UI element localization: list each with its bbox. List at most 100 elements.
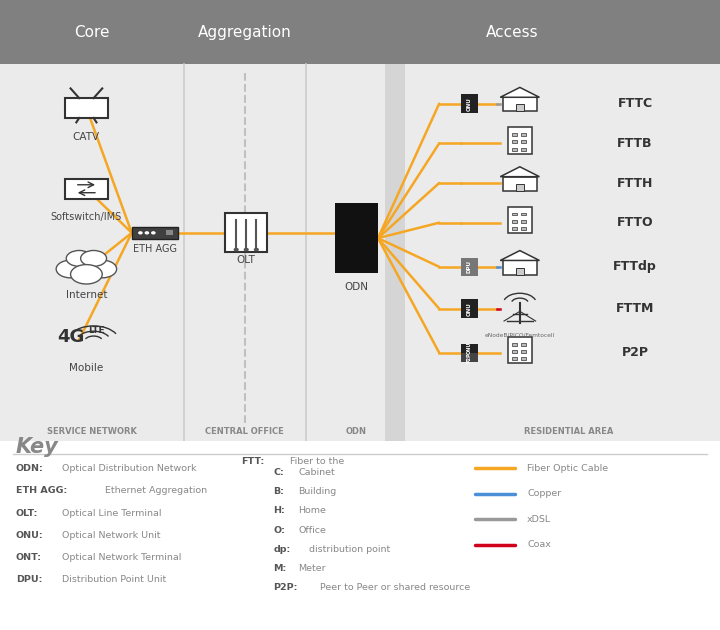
Text: Optical Line Terminal: Optical Line Terminal xyxy=(62,508,161,517)
Text: ONU: ONU xyxy=(467,302,472,316)
Circle shape xyxy=(66,251,92,266)
Text: OLT: OLT xyxy=(237,255,256,265)
Text: OLT:: OLT: xyxy=(16,508,38,517)
Bar xyxy=(521,357,526,360)
Text: ODN:: ODN: xyxy=(16,464,44,473)
Bar xyxy=(521,147,526,151)
Text: FTTO: FTTO xyxy=(617,216,653,229)
Text: Office: Office xyxy=(299,525,326,534)
Text: Optical Distribution Network: Optical Distribution Network xyxy=(62,464,197,473)
Text: Core: Core xyxy=(73,25,109,40)
Text: DPU:: DPU: xyxy=(16,575,42,585)
Text: ONU: ONU xyxy=(467,97,472,110)
Text: LTE: LTE xyxy=(88,326,105,335)
Text: Home: Home xyxy=(299,507,326,515)
Text: eNodeB/PICO/Femtocell: eNodeB/PICO/Femtocell xyxy=(485,333,555,338)
Circle shape xyxy=(254,248,258,251)
Text: Building: Building xyxy=(299,487,337,496)
Text: ETH AGG: ETH AGG xyxy=(132,244,177,254)
Bar xyxy=(461,353,478,362)
Text: ONU:: ONU: xyxy=(16,531,43,540)
Text: Copper: Copper xyxy=(527,490,562,498)
Bar xyxy=(513,227,517,230)
Text: SERVICE NETWORK: SERVICE NETWORK xyxy=(47,427,136,436)
Circle shape xyxy=(68,253,105,276)
Text: Key: Key xyxy=(16,437,58,457)
Text: CENTRAL OFFICE: CENTRAL OFFICE xyxy=(205,427,284,436)
Circle shape xyxy=(139,232,142,234)
Text: P2P: P2P xyxy=(467,352,472,363)
Bar xyxy=(516,105,523,112)
Text: Cabinet: Cabinet xyxy=(299,467,336,477)
Text: FTTdp: FTTdp xyxy=(613,260,657,273)
Polygon shape xyxy=(500,88,539,97)
Bar xyxy=(513,343,517,345)
Text: RESIDENTIAL AREA: RESIDENTIAL AREA xyxy=(524,427,613,436)
Text: Internet: Internet xyxy=(66,290,107,301)
Text: P2P:: P2P: xyxy=(274,583,298,592)
Circle shape xyxy=(81,251,107,266)
Text: xDSL: xDSL xyxy=(527,515,552,524)
Bar xyxy=(184,0,306,441)
Text: ONT:: ONT: xyxy=(16,553,42,562)
Text: Fiber to the: Fiber to the xyxy=(287,457,345,466)
Bar xyxy=(521,227,526,230)
Bar xyxy=(513,212,517,215)
Bar xyxy=(65,98,108,118)
Text: Coax: Coax xyxy=(527,541,551,549)
Text: Distribution Point Unit: Distribution Point Unit xyxy=(62,575,166,585)
Text: H:: H: xyxy=(274,507,285,515)
Text: FTTM: FTTM xyxy=(616,302,654,315)
Bar xyxy=(508,207,531,233)
Text: C:: C: xyxy=(274,467,284,477)
Bar xyxy=(335,203,378,273)
Circle shape xyxy=(152,232,155,234)
Text: B:: B: xyxy=(274,487,284,496)
Text: FTT:: FTT: xyxy=(241,457,264,466)
Circle shape xyxy=(56,260,85,278)
Text: Optical Network Terminal: Optical Network Terminal xyxy=(62,553,181,562)
Circle shape xyxy=(145,232,148,234)
Circle shape xyxy=(88,260,117,278)
Bar xyxy=(503,260,537,275)
Bar xyxy=(385,64,405,441)
Text: Access: Access xyxy=(486,25,539,40)
Text: M:: M: xyxy=(274,564,287,573)
Bar xyxy=(132,227,178,239)
Bar xyxy=(166,230,173,236)
Bar xyxy=(225,214,267,252)
Polygon shape xyxy=(500,167,539,176)
Bar xyxy=(0,0,184,64)
Text: ONU: ONU xyxy=(467,342,472,354)
Bar xyxy=(461,299,478,318)
Text: distribution point: distribution point xyxy=(309,545,390,554)
Bar xyxy=(521,212,526,215)
Text: Meter: Meter xyxy=(299,564,326,573)
Text: ODN: ODN xyxy=(344,282,369,292)
Text: CATV: CATV xyxy=(73,132,100,142)
Bar xyxy=(461,94,478,113)
Bar xyxy=(521,350,526,353)
Text: Peer to Peer or shared resource: Peer to Peer or shared resource xyxy=(320,583,470,592)
Text: 4G: 4G xyxy=(57,328,84,347)
Bar xyxy=(513,350,517,353)
Bar xyxy=(516,184,523,191)
Bar xyxy=(503,97,537,112)
Circle shape xyxy=(244,248,248,251)
Bar xyxy=(461,343,478,353)
Text: P2P: P2P xyxy=(621,346,649,359)
Text: ODN: ODN xyxy=(346,427,367,436)
Bar xyxy=(516,268,523,275)
Text: Aggregation: Aggregation xyxy=(198,25,292,40)
Bar xyxy=(0,0,184,441)
Text: FTTC: FTTC xyxy=(618,97,652,110)
Bar xyxy=(521,343,526,345)
Bar xyxy=(513,133,517,136)
Text: Optical Network Unit: Optical Network Unit xyxy=(62,531,161,540)
Text: DPU: DPU xyxy=(467,260,472,273)
Text: ETH AGG:: ETH AGG: xyxy=(16,486,67,495)
Polygon shape xyxy=(500,251,539,260)
Bar xyxy=(461,258,478,276)
Bar xyxy=(508,127,531,154)
Bar xyxy=(521,140,526,144)
